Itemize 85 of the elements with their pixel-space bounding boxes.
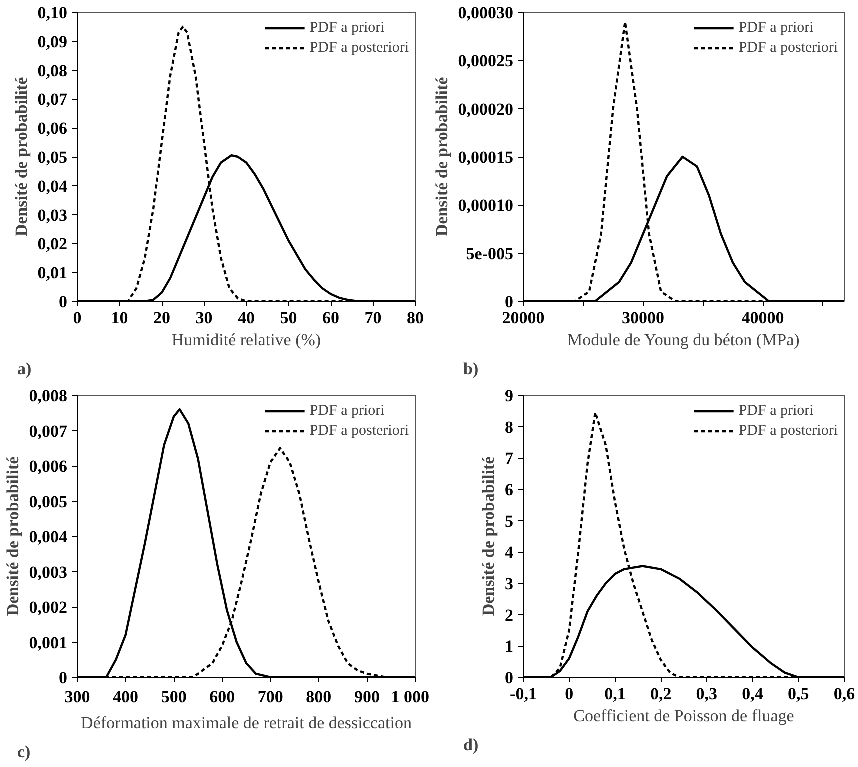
y-tick-label: 0,05 <box>38 148 68 167</box>
y-tick-label: 6 <box>505 480 514 500</box>
legend-label: PDF a posteriori <box>310 40 409 56</box>
y-tick-label: 8 <box>505 418 514 437</box>
y-tick-label: 0 <box>505 668 514 688</box>
y-tick-label: 0,06 <box>38 119 68 138</box>
text: c) <box>18 742 31 762</box>
text: a) <box>18 360 32 378</box>
y-tick-label: 9 <box>505 386 514 406</box>
y-tick-label: 0 <box>505 292 514 312</box>
x-tick-label: 80 <box>407 308 424 328</box>
x-tick-label: 0,3 <box>696 684 718 704</box>
x-tick-label: 600 <box>210 688 236 706</box>
y-tick-label: 0 <box>59 668 68 688</box>
x-tick-label: 10 <box>111 308 128 328</box>
y-tick-label: 4 <box>505 543 514 562</box>
x-tick-label: 50 <box>280 308 298 328</box>
y-tick-label: 0,09 <box>38 32 68 52</box>
y-tick-label: 0,002 <box>29 598 68 617</box>
y-tick-label: 7 <box>505 449 514 468</box>
text: b) <box>464 360 479 378</box>
x-axis-title: Déformation maximale de retrait de dessiccation <box>81 714 412 732</box>
x-axis-title: Coefficient de Poisson de fluage <box>574 706 794 726</box>
legend-label: PDF a posteriori <box>738 422 838 440</box>
text: d) <box>464 736 479 754</box>
x-tick-label: 1 000 <box>391 688 430 706</box>
y-tick-label: 3 <box>505 574 514 594</box>
legend-label: PDF a priori <box>738 402 814 420</box>
y-axis-title: Densité de probabilité <box>432 76 452 237</box>
x-tick-label: 40 <box>238 308 255 328</box>
y-tick-label: 0,00020 <box>458 100 514 119</box>
y-tick-label: 0,003 <box>29 562 68 582</box>
y-tick-label: 0,007 <box>29 422 68 441</box>
legend-label: PDF a priori <box>310 20 385 36</box>
x-tick-label: 20000 <box>502 308 545 328</box>
y-tick-label: 2 <box>505 606 514 625</box>
y-tick-label: 0,00025 <box>458 52 514 71</box>
x-tick-label: 900 <box>354 688 380 706</box>
y-tick-label: 5e-005 <box>466 244 514 264</box>
x-tick-label: 500 <box>161 688 187 706</box>
legend-label: PDF a priori <box>310 402 385 420</box>
x-tick-label: 0 <box>565 684 574 704</box>
x-tick-label: 0,4 <box>742 684 764 704</box>
x-tick-label: 0,1 <box>604 684 626 704</box>
x-tick-label: 60 <box>322 308 340 328</box>
y-tick-label: 0,07 <box>38 90 68 110</box>
x-tick-label: 0,2 <box>650 684 672 704</box>
x-tick-label: 30 <box>196 308 213 328</box>
y-tick-label: 0,004 <box>29 528 68 546</box>
x-tick-label: 20 <box>154 308 170 328</box>
x-tick-label: -0,1 <box>510 684 537 704</box>
legend-label: PDF a posteriori <box>310 422 409 440</box>
y-tick-label: 5 <box>505 512 514 531</box>
y-tick-label: 0,01 <box>38 264 68 283</box>
y-tick-label: 1 <box>505 637 514 656</box>
y-tick-label: 0,00010 <box>458 196 514 216</box>
x-tick-label: 700 <box>258 688 284 706</box>
x-tick-label: 0,5 <box>788 684 810 704</box>
x-tick-label: 0 <box>73 308 82 328</box>
x-axis-title: Module de Young du béton (MPa) <box>568 330 800 350</box>
x-tick-label: 400 <box>113 688 139 706</box>
y-tick-label: 0,10 <box>38 4 68 22</box>
x-tick-label: 800 <box>306 688 332 706</box>
x-tick-label: 70 <box>364 308 382 328</box>
y-tick-label: 0,001 <box>29 633 68 652</box>
legend-label: PDF a priori <box>738 20 814 36</box>
y-axis-title: Densité de probabilité <box>12 76 31 237</box>
y-tick-label: 0,08 <box>38 61 68 80</box>
y-tick-label: 0,00030 <box>458 4 514 22</box>
y-tick-label: 0,03 <box>38 206 68 225</box>
y-tick-label: 0 <box>59 292 68 312</box>
x-tick-label: 300 <box>64 688 90 706</box>
x-axis-title: Humidité relative (%) <box>172 330 322 350</box>
x-tick-label: 0,6 <box>834 684 856 704</box>
y-tick-label: 0,04 <box>38 176 68 196</box>
y-tick-label: 0,00015 <box>458 148 514 167</box>
x-tick-label: 40000 <box>742 308 784 328</box>
y-tick-label: 0,02 <box>38 234 68 254</box>
y-axis-title: Densité de probabilité <box>479 456 498 616</box>
y-axis-title: Densité de probabilité <box>3 456 22 616</box>
y-tick-label: 0,006 <box>29 457 68 476</box>
y-tick-label: 0,005 <box>29 492 68 512</box>
legend-label: PDF a posteriori <box>738 40 838 56</box>
x-tick-label: 30000 <box>622 308 665 328</box>
y-tick-label: 0,008 <box>29 386 68 406</box>
